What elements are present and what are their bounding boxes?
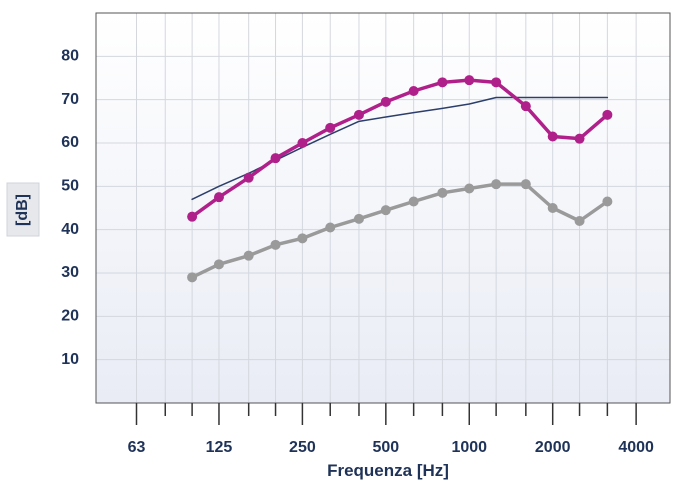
series-line [190, 182, 610, 280]
data-point [547, 203, 558, 213]
data-point [437, 77, 448, 88]
data-point [464, 183, 475, 194]
data-point [602, 196, 613, 207]
data-point [297, 233, 308, 244]
data-point [325, 222, 336, 233]
data-point [187, 211, 198, 222]
data-point [408, 86, 419, 96]
y-axis-tick-labels: 10 20 30 40 50 60 70 80 [61, 48, 79, 368]
data-point [213, 259, 224, 270]
data-point [547, 131, 558, 142]
x-axis-tick-marks [135, 403, 637, 425]
y-tick-label: 30 [61, 264, 79, 281]
y-tick-label: 70 [61, 91, 79, 108]
x-tick-label: 125 [206, 439, 233, 456]
y-tick-label: 20 [61, 308, 79, 325]
data-point [574, 133, 585, 144]
y-tick-label: 60 [61, 134, 79, 151]
data-series [187, 75, 613, 283]
data-point [270, 153, 281, 164]
data-point [464, 75, 475, 86]
x-tick-label: 4000 [618, 439, 654, 456]
data-point [353, 109, 364, 120]
x-tick-label: 63 [128, 439, 146, 456]
data-point [325, 122, 336, 133]
data-point [437, 187, 448, 198]
x-axis-label: Frequenza [Hz] [327, 461, 449, 480]
data-point [520, 101, 531, 112]
series-line [190, 78, 610, 219]
data-point [491, 77, 502, 88]
x-axis-tick-labels: 63 125 250 500 1000 2000 4000 [128, 439, 654, 456]
data-point [243, 250, 254, 261]
data-point [380, 205, 391, 216]
data-point [574, 216, 585, 226]
data-point [353, 213, 364, 224]
data-point [520, 179, 531, 190]
y-tick-label: 10 [61, 351, 79, 368]
plot-frame [95, 12, 671, 404]
series-2 [187, 179, 613, 283]
data-point [243, 172, 254, 183]
y-tick-label: 80 [61, 48, 79, 65]
data-point [380, 96, 391, 107]
y-tick-label: 50 [61, 178, 79, 195]
data-point [297, 138, 308, 148]
data-point [602, 109, 613, 120]
x-tick-label: 500 [372, 439, 399, 456]
data-point [187, 272, 198, 283]
x-tick-label: 2000 [535, 439, 571, 456]
series-1 [187, 75, 613, 222]
x-tick-label: 1000 [451, 439, 487, 456]
data-point [491, 179, 502, 190]
y-axis-label-box [6, 182, 40, 237]
data-point [408, 196, 419, 207]
data-point [213, 192, 224, 203]
y-axis-label: [dB] [14, 194, 31, 226]
x-tick-label: 250 [289, 439, 316, 456]
data-point [270, 239, 281, 250]
y-tick-label: 40 [61, 221, 79, 238]
